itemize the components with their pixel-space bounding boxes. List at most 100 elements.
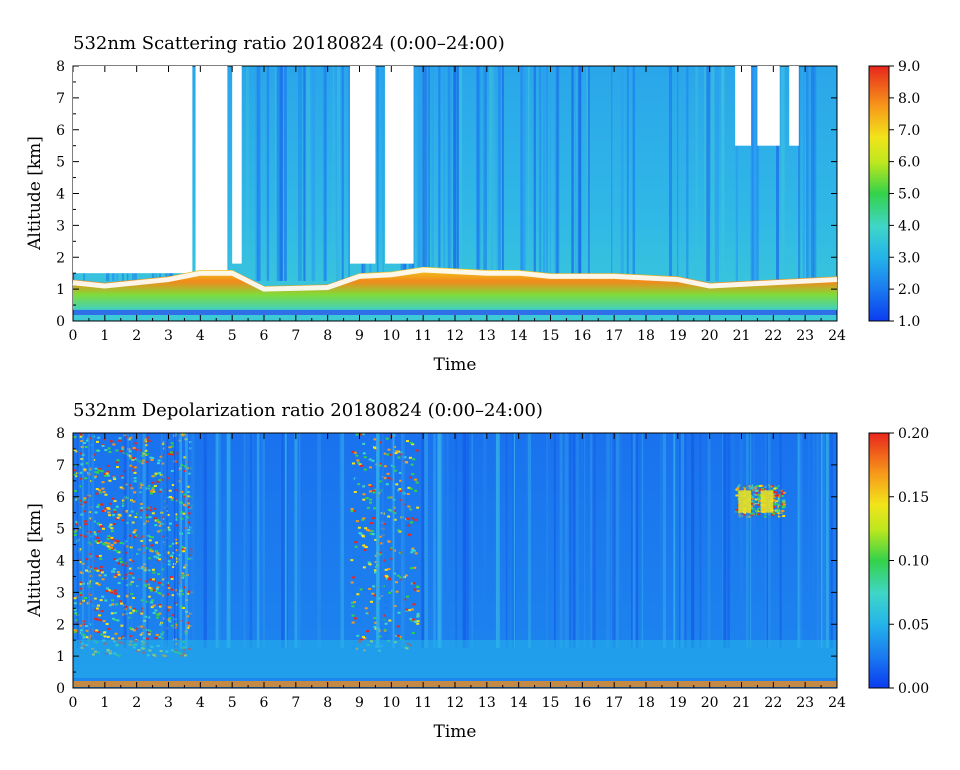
- noise-speck: [777, 497, 781, 500]
- noise-speck: [364, 527, 368, 530]
- signal-streak: [376, 66, 379, 281]
- noise-speck: [133, 466, 137, 469]
- noise-speck: [186, 485, 190, 488]
- noise-speck: [363, 468, 367, 471]
- noise-speck: [736, 486, 740, 489]
- noise-speck: [97, 530, 101, 533]
- noise-speck: [354, 541, 358, 544]
- noise-speck: [353, 498, 357, 501]
- noise-speck: [416, 620, 420, 623]
- noise-speck: [131, 458, 135, 461]
- noise-speck: [103, 574, 107, 577]
- noise-speck: [407, 463, 411, 466]
- noise-speck: [88, 531, 92, 534]
- noise-speck: [98, 574, 102, 577]
- noise-speck: [108, 502, 112, 505]
- x-tick-label: 20: [701, 695, 719, 711]
- noise-speck: [112, 514, 116, 517]
- noise-speck: [149, 601, 153, 604]
- signal-streak: [548, 433, 551, 648]
- noise-speck: [114, 592, 118, 595]
- noise-speck: [416, 585, 420, 588]
- noise-speck: [103, 438, 107, 441]
- colorbar-tick-label: 0.10: [898, 554, 929, 570]
- noise-speck: [108, 548, 112, 551]
- noise-speck: [158, 612, 162, 615]
- noise-speck: [775, 500, 779, 503]
- noise-speck: [128, 484, 132, 487]
- noise-speck: [105, 590, 109, 593]
- noise-speck: [373, 571, 377, 574]
- noise-speck: [162, 516, 166, 519]
- noise-speck: [161, 568, 165, 571]
- noise-speck: [408, 556, 412, 559]
- noise-speck: [98, 467, 102, 470]
- noise-speck: [97, 631, 101, 634]
- signal-streak: [752, 433, 756, 648]
- signal-streak: [617, 433, 622, 648]
- x-tick-label: 24: [828, 328, 846, 344]
- cloud-patch: [738, 490, 752, 513]
- noise-speck: [168, 545, 172, 548]
- noise-speck: [373, 594, 377, 597]
- noise-speck: [361, 636, 365, 639]
- noise-speck: [183, 566, 187, 569]
- noise-speck: [359, 471, 363, 474]
- noise-speck: [101, 595, 105, 598]
- noise-speck: [73, 631, 77, 634]
- noise-speck: [131, 465, 135, 468]
- noise-speck: [84, 523, 88, 526]
- noise-speck: [389, 509, 393, 512]
- noise-speck: [754, 498, 758, 501]
- noise-speck: [415, 481, 419, 484]
- noise-speck: [85, 569, 89, 572]
- noise-speck: [416, 506, 420, 509]
- noise-speck: [114, 539, 118, 542]
- noise-speck: [118, 439, 122, 442]
- signal-streak: [381, 433, 385, 648]
- noise-speck: [106, 470, 110, 473]
- noise-speck: [750, 502, 754, 505]
- noise-speck: [129, 583, 133, 586]
- noise-speck: [171, 542, 175, 545]
- noise-speck: [95, 488, 99, 491]
- noise-speck: [366, 506, 370, 509]
- noise-speck: [356, 634, 360, 637]
- noise-speck: [397, 489, 401, 492]
- signal-streak: [261, 433, 264, 648]
- x-tick-label: 21: [733, 695, 751, 711]
- noise-speck: [155, 633, 159, 636]
- noise-speck: [110, 530, 114, 533]
- noise-speck: [388, 591, 392, 594]
- noise-speck: [364, 607, 368, 610]
- noise-speck: [180, 545, 184, 548]
- noise-speck: [129, 635, 133, 638]
- noise-speck: [102, 631, 106, 634]
- noise-speck: [149, 578, 153, 581]
- noise-speck: [742, 511, 746, 514]
- signal-streak: [217, 433, 221, 648]
- signal-streak: [590, 433, 594, 648]
- noise-speck: [753, 484, 757, 487]
- noise-speck: [108, 546, 112, 549]
- noise-speck: [131, 576, 135, 579]
- noise-speck: [399, 635, 403, 638]
- noise-speck: [85, 462, 89, 465]
- noise-speck: [115, 559, 119, 562]
- noise-speck: [84, 445, 88, 448]
- signal-streak: [243, 433, 246, 648]
- noise-speck: [187, 590, 191, 593]
- noise-speck: [75, 523, 79, 526]
- noise-speck: [129, 612, 133, 615]
- colorbar-tick-label: 7.0: [898, 123, 920, 139]
- noise-speck: [362, 452, 366, 455]
- noise-speck: [761, 512, 765, 515]
- noise-speck: [781, 514, 785, 517]
- x-tick-label: 8: [323, 695, 332, 711]
- signal-streak: [453, 66, 457, 281]
- noise-speck: [78, 548, 82, 551]
- noise-speck: [83, 441, 87, 444]
- signal-streak: [283, 433, 288, 648]
- noise-speck: [373, 625, 377, 628]
- noise-speck: [101, 510, 105, 513]
